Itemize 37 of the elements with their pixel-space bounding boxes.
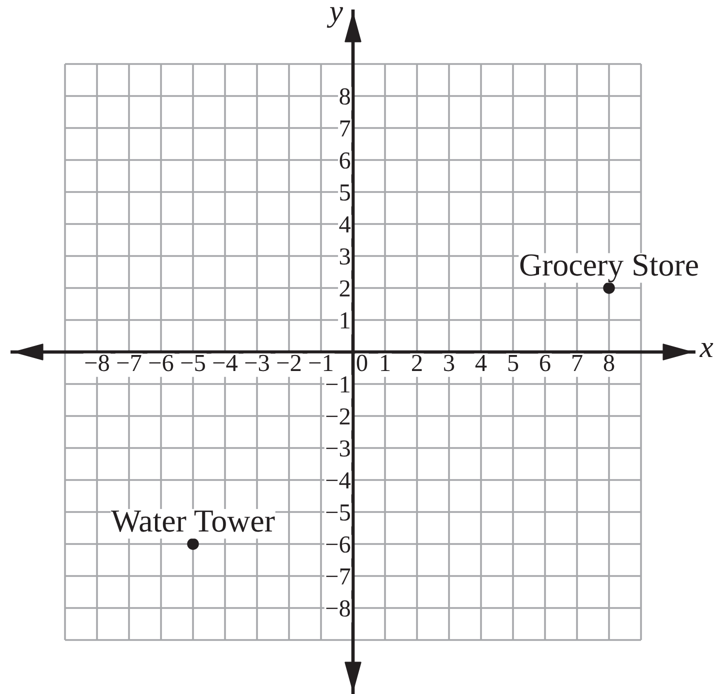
y-tick-label: 8: [340, 88, 350, 105]
y-tick-label: 7: [340, 120, 350, 136]
y-tick-label: 4: [339, 216, 351, 232]
x-tick-label: 0: [356, 354, 368, 372]
y-tick-label: −1: [326, 376, 350, 392]
x-tick-label: 8: [604, 354, 614, 372]
y-tick-label: −5: [326, 504, 350, 521]
x-tick-label: −8: [85, 354, 110, 372]
x-tick-label: 5: [508, 355, 518, 372]
x-tick-label: −2: [277, 354, 301, 371]
y-tick-label: 5: [340, 184, 350, 201]
y-tick-label: 3: [340, 248, 350, 265]
x-tick-label: 1: [381, 354, 390, 371]
x-tick-label: 7: [572, 355, 582, 371]
y-tick-label: −4: [326, 472, 351, 488]
x-axis-title: x: [699, 342, 714, 357]
x-tick-label: 6: [540, 354, 550, 372]
annotation: Water Tower: [111, 510, 275, 532]
y-tick-label: −7: [326, 568, 350, 584]
y-tick-label: 6: [340, 152, 350, 169]
x-tick-label: 4: [475, 354, 487, 371]
y-tick-label: −6: [326, 536, 350, 553]
x-tick-label: −7: [117, 355, 142, 371]
x-tick-label: −1: [309, 354, 332, 371]
x-tick-label: 3: [444, 354, 454, 372]
x-tick-label: −5: [181, 355, 205, 372]
x-tick-label: −3: [245, 354, 269, 372]
x-tick-label: −4: [213, 354, 238, 371]
y-tick-label: 2: [340, 280, 350, 296]
x-tick-label: −6: [149, 354, 174, 372]
y-tick-label: −8: [326, 600, 350, 617]
y-tick-label: −3: [326, 440, 350, 457]
y-tick-label: 1: [340, 312, 350, 328]
x-tick-label: 2: [412, 354, 422, 371]
annotation: Grocery Store: [520, 254, 698, 282]
y-axis-title: y: [326, 7, 344, 28]
y-tick-label: −2: [326, 408, 350, 424]
